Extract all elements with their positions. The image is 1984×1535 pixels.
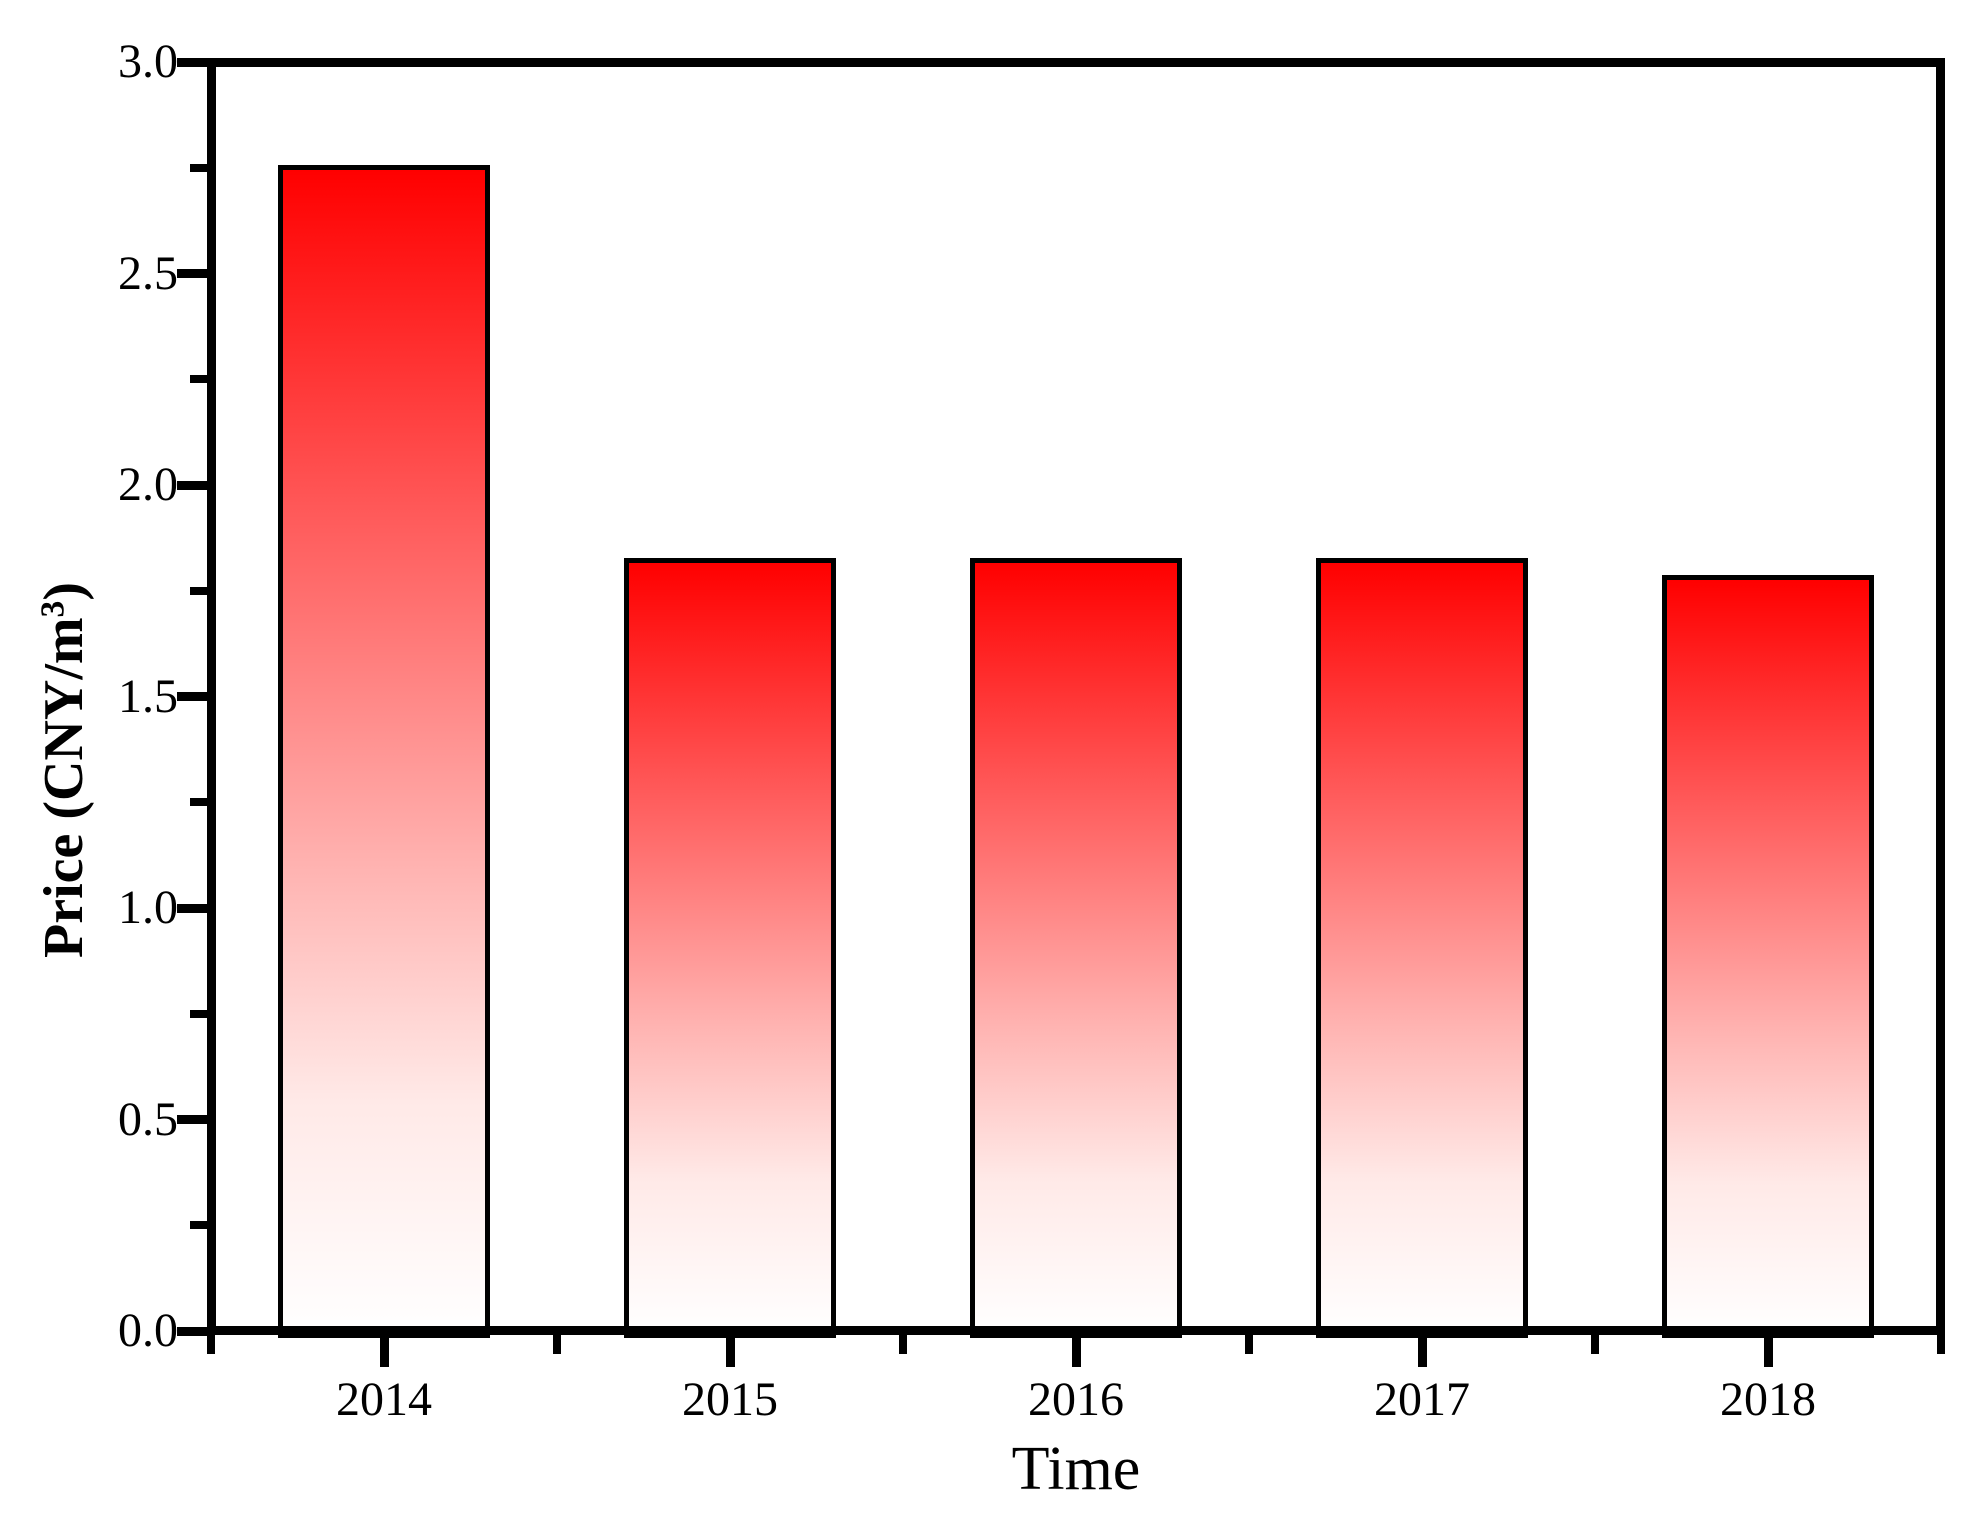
y-major-tick bbox=[177, 1115, 207, 1124]
y-major-tick bbox=[177, 269, 207, 278]
y-major-tick bbox=[177, 903, 207, 913]
y-axis-title-close-paren: ) bbox=[33, 582, 95, 601]
x-tick-label: 2015 bbox=[682, 1373, 778, 1426]
x-major-tick bbox=[1763, 1335, 1773, 1367]
y-minor-tick bbox=[190, 163, 207, 172]
y-tick-label: 2.0 bbox=[118, 458, 178, 511]
x-minor-tick bbox=[1245, 1335, 1253, 1354]
y-minor-tick bbox=[190, 798, 207, 807]
y-major-tick bbox=[177, 1326, 207, 1336]
y-minor-tick bbox=[190, 1221, 207, 1230]
y-major-tick bbox=[177, 57, 207, 67]
y-tick-label: 1.0 bbox=[118, 881, 178, 934]
x-minor-tick bbox=[207, 1335, 215, 1354]
x-major-tick bbox=[379, 1335, 389, 1367]
x-minor-tick bbox=[1937, 1335, 1945, 1354]
plot-area bbox=[207, 58, 1945, 1335]
x-tick-label: 2014 bbox=[336, 1373, 432, 1426]
y-tick-label: 3.0 bbox=[118, 35, 178, 88]
x-major-tick bbox=[1417, 1335, 1427, 1367]
bar-2018 bbox=[1662, 575, 1874, 1338]
x-tick-label: 2018 bbox=[1720, 1373, 1816, 1426]
y-major-tick bbox=[177, 480, 207, 490]
y-tick-label: 1.5 bbox=[118, 669, 178, 723]
x-minor-tick bbox=[899, 1335, 907, 1354]
x-major-tick bbox=[725, 1335, 735, 1367]
y-axis-title: Price (CNY/m3) bbox=[33, 582, 95, 958]
y-tick-label: 0.0 bbox=[118, 1304, 178, 1357]
y-tick-label: 2.5 bbox=[118, 246, 178, 300]
y-axis-title-text: Price (CNY/m bbox=[33, 617, 95, 958]
x-tick-label: 2016 bbox=[1028, 1373, 1124, 1426]
x-tick-label: 2017 bbox=[1374, 1373, 1470, 1426]
x-axis-title-text: Time bbox=[1011, 1435, 1141, 1503]
bar-2015 bbox=[624, 558, 836, 1338]
x-axis-title: Time bbox=[1012, 1438, 1141, 1500]
x-minor-tick bbox=[553, 1335, 561, 1354]
y-axis-title-superscript: 3 bbox=[34, 600, 72, 618]
y-minor-tick bbox=[190, 375, 207, 384]
y-minor-tick bbox=[190, 586, 207, 595]
y-major-tick bbox=[177, 692, 207, 701]
x-major-tick bbox=[1071, 1335, 1081, 1367]
bar-2014 bbox=[278, 164, 490, 1338]
x-minor-tick bbox=[1591, 1335, 1599, 1354]
y-minor-tick bbox=[190, 1009, 207, 1018]
y-tick-label: 0.5 bbox=[118, 1092, 178, 1146]
bar-2017 bbox=[1316, 558, 1528, 1338]
